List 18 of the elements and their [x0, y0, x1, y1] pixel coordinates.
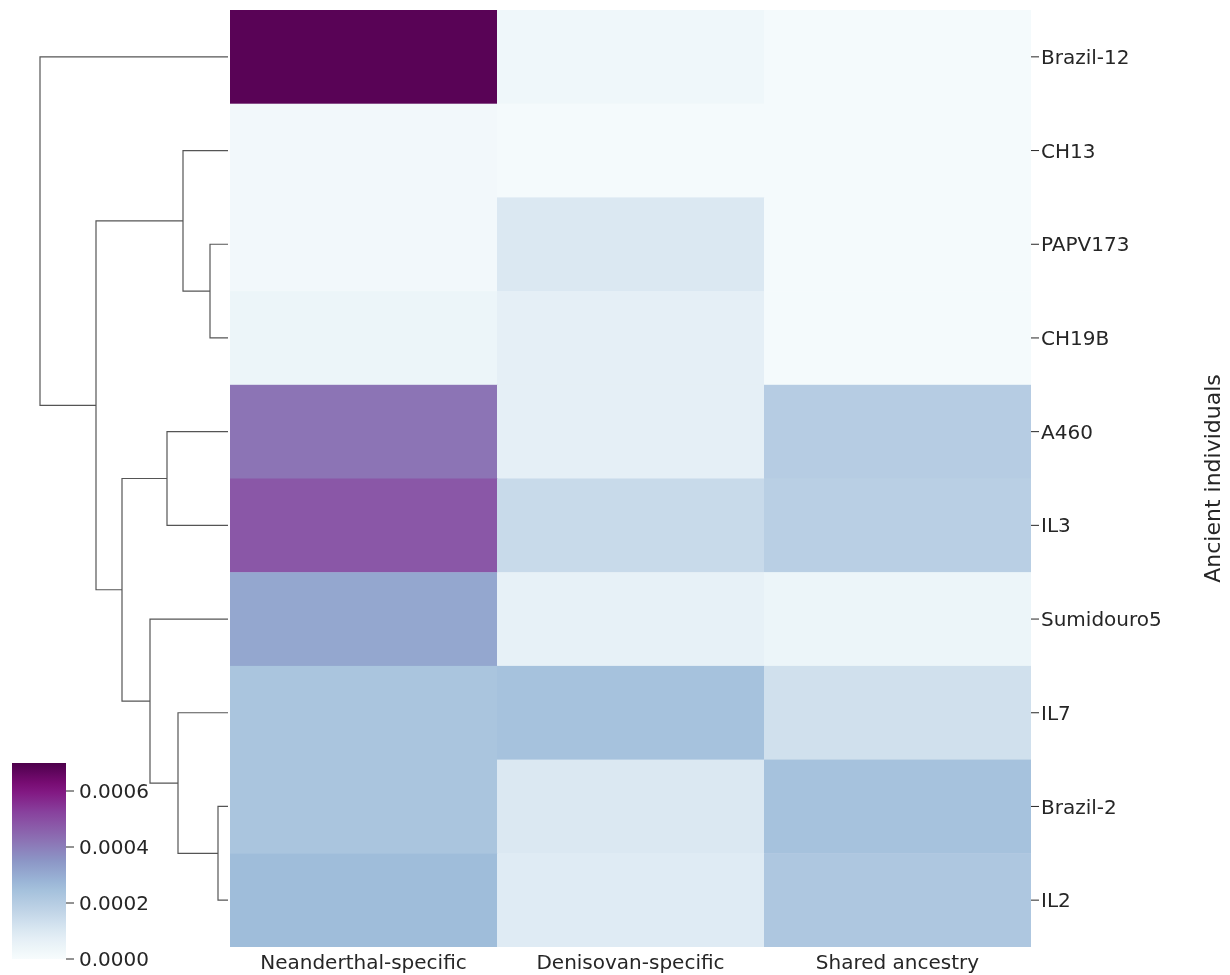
- color-bar-label: 0.0000: [79, 947, 149, 971]
- x-tick-label: Denisovan-specific: [536, 950, 725, 975]
- x-tick-label: Shared ancestry: [815, 950, 980, 975]
- y-tick-label: PAPV173: [1041, 232, 1130, 257]
- color-bar-label: 0.0004: [79, 835, 149, 859]
- y-tick-label: IL7: [1041, 700, 1071, 725]
- y-tick-label: Brazil-2: [1041, 794, 1117, 819]
- color-bar-label: 0.0002: [79, 891, 149, 915]
- y-tick-label: IL2: [1041, 888, 1071, 913]
- y-axis-title: Ancient individuals: [1199, 374, 1225, 583]
- x-tick-label: Neanderthal-specific: [260, 950, 467, 975]
- y-tick-label: CH13: [1041, 138, 1096, 163]
- y-tick-label: IL3: [1041, 513, 1071, 538]
- y-tick-label: CH19B: [1041, 326, 1110, 351]
- y-tick-label: Brazil-12: [1041, 44, 1130, 69]
- y-tick-label: Sumidouro5: [1041, 607, 1162, 632]
- color-bar-label: 0.0006: [79, 779, 149, 803]
- y-tick-label: A460: [1041, 419, 1093, 444]
